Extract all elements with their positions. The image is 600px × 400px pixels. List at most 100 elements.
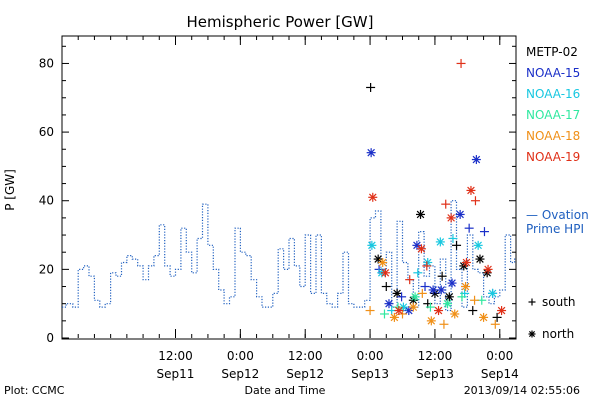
marker-noaa-16 <box>367 240 377 250</box>
marker-noaa-18 <box>426 316 436 326</box>
marker-noaa-19 <box>461 258 471 267</box>
x-tick-date-label: Sep12 <box>286 367 324 381</box>
marker-noaa-18 <box>439 319 449 329</box>
x-tick-time-label: 0:00 <box>357 349 384 363</box>
marker-noaa-15 <box>404 306 414 316</box>
marker-noaa-15 <box>436 285 446 295</box>
marker-noaa-15 <box>366 148 376 158</box>
marker-noaa-19 <box>446 213 456 223</box>
marker-metp-02 <box>468 306 478 316</box>
legend-entry-ovation-line2: Prime HPI <box>526 222 584 236</box>
ovation-prime-hpi-line <box>62 200 516 312</box>
y-tick-label: 80 <box>39 56 54 70</box>
y-tick-label: 20 <box>39 262 54 276</box>
marker-noaa-19 <box>456 58 466 68</box>
marker-noaa-16 <box>488 288 498 298</box>
legend-group: METP-02 NOAA-15 NOAA-16 NOAA-17 NOAA-18 NOAA-… <box>526 45 589 341</box>
marker-noaa-15 <box>412 240 422 250</box>
marker-noaa-15 <box>397 292 407 302</box>
marker-noaa-18 <box>408 302 418 312</box>
x-tick-time-label: 12:00 <box>158 349 193 363</box>
marker-noaa-19 <box>441 199 451 209</box>
marker-metp-02 <box>444 292 454 302</box>
legend-entry: NOAA-17 <box>526 108 580 122</box>
x-tick-date-label: Sep13 <box>351 367 389 381</box>
marker-metp-02 <box>381 282 391 292</box>
marker-noaa-18 <box>490 319 500 329</box>
x-axis-label: Date and Time <box>245 384 326 397</box>
marker-noaa-18 <box>365 306 375 316</box>
legend-marker-south <box>528 298 536 306</box>
marker-noaa-18 <box>461 282 471 292</box>
legend-entry: METP-02 <box>526 45 578 59</box>
legend-entry-ovation-line1: — Ovation <box>526 208 589 222</box>
marker-noaa-18 <box>378 258 388 267</box>
marker-noaa-18 <box>450 309 460 319</box>
y-tick-label: 40 <box>39 194 54 208</box>
marker-noaa-15 <box>420 282 430 292</box>
marker-noaa-15 <box>428 285 438 295</box>
legend-entry: NOAA-18 <box>526 129 580 143</box>
x-tick-date-label: Sep13 <box>416 367 454 381</box>
marker-metp-02 <box>366 82 376 92</box>
marker-metp-02 <box>392 288 402 298</box>
marker-noaa-19 <box>394 306 404 316</box>
marker-noaa-19 <box>368 192 378 202</box>
marker-noaa-15 <box>464 223 474 233</box>
x-tick-date-label: Sep14 <box>481 367 519 381</box>
marker-noaa-16 <box>413 268 423 278</box>
marker-noaa-18 <box>417 288 427 298</box>
x-tick-time-label: 0:00 <box>227 349 254 363</box>
y-tick-label: 0 <box>46 331 54 345</box>
y-axis-label: P [GW] <box>3 169 17 211</box>
marker-noaa-19 <box>422 261 432 271</box>
marker-noaa-19 <box>434 306 444 316</box>
legend-marker-north <box>528 330 536 338</box>
footer-plot-credit: Plot: CCMC <box>4 384 65 397</box>
marker-noaa-19 <box>483 264 493 274</box>
marker-noaa-17 <box>410 292 420 302</box>
marker-noaa-15 <box>447 278 457 288</box>
marker-metp-02 <box>373 254 383 264</box>
marker-noaa-15 <box>471 155 481 165</box>
marker-noaa-19 <box>470 196 480 206</box>
footer-timestamp: 2013/09/14 02:55:06 <box>464 384 580 397</box>
legend-marker-label: north <box>542 327 574 341</box>
axes-group: 0 20 40 60 80 12:00 Sep11 0:00 Sep12 12:00 Sep12 0:… <box>39 36 519 381</box>
marker-noaa-16 <box>448 233 458 243</box>
marker-noaa-19 <box>466 185 476 195</box>
marker-noaa-17 <box>425 302 435 312</box>
marker-noaa-18 <box>389 312 399 322</box>
marker-noaa-19 <box>380 268 390 278</box>
legend-entry: NOAA-19 <box>526 150 580 164</box>
marker-noaa-19 <box>416 244 426 254</box>
x-tick-time-label: 0:00 <box>486 349 513 363</box>
marker-metp-02 <box>437 271 447 281</box>
marker-noaa-17 <box>379 309 389 319</box>
marker-noaa-15 <box>479 227 489 237</box>
plot-frame <box>61 35 517 340</box>
marker-noaa-16 <box>473 240 483 250</box>
marker-noaa-16 <box>435 237 445 247</box>
x-tick-time-label: 12:00 <box>418 349 453 363</box>
legend-marker-label: south <box>542 295 576 309</box>
marker-noaa-18 <box>470 295 480 305</box>
marker-noaa-17 <box>457 292 467 302</box>
y-tick-label: 60 <box>39 125 54 139</box>
x-tick-time-label: 12:00 <box>288 349 323 363</box>
marker-noaa-15 <box>455 209 465 219</box>
chart-title: Hemispheric Power [GW] <box>187 13 374 31</box>
markers-group <box>365 58 507 329</box>
legend-entry: NOAA-15 <box>526 66 580 80</box>
marker-noaa-18 <box>479 312 489 322</box>
marker-metp-02 <box>452 240 462 250</box>
marker-metp-02 <box>416 209 426 219</box>
marker-noaa-19 <box>405 275 415 285</box>
marker-noaa-17 <box>443 299 453 309</box>
marker-noaa-15 <box>384 299 394 309</box>
marker-metp-02 <box>492 312 502 322</box>
marker-noaa-19 <box>497 306 507 316</box>
marker-metp-02 <box>475 254 485 264</box>
x-tick-date-label: Sep12 <box>221 367 259 381</box>
